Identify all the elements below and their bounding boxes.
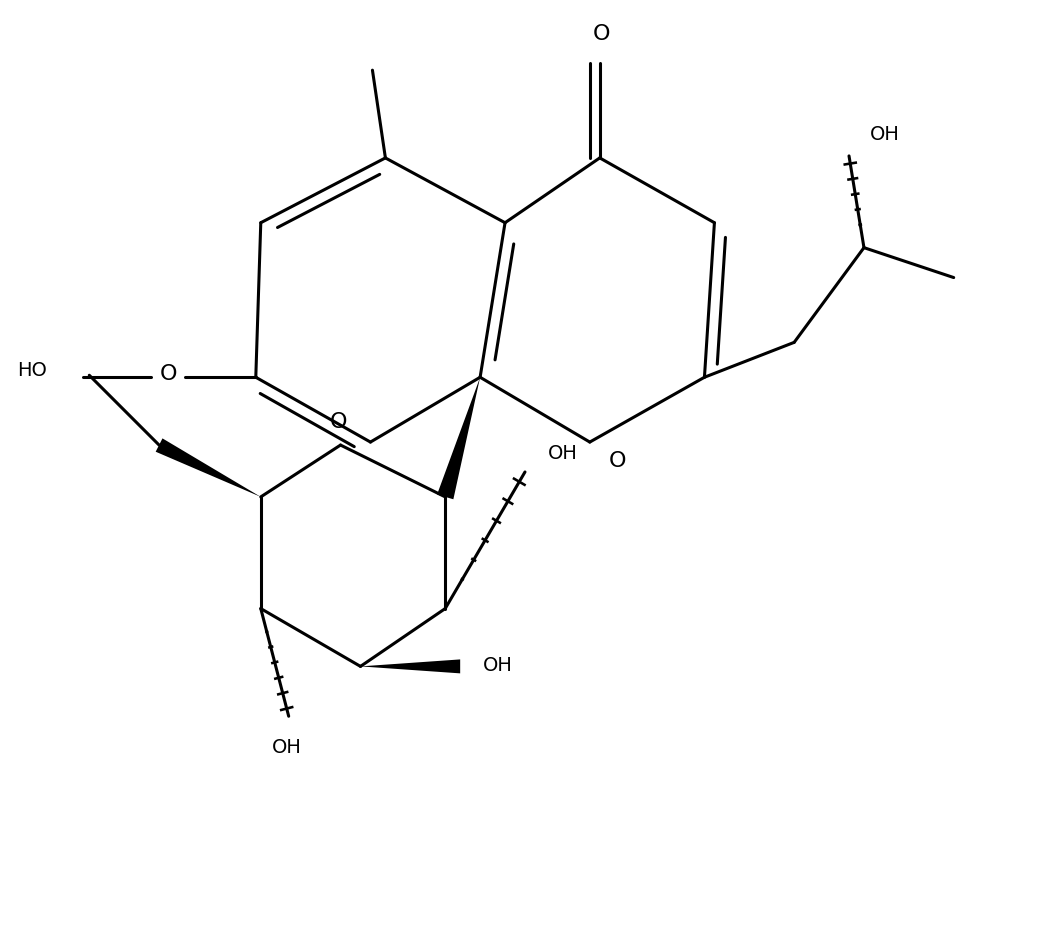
Text: O: O [593, 24, 610, 44]
Text: OH: OH [548, 443, 578, 462]
Text: O: O [159, 364, 176, 384]
Text: HO: HO [18, 361, 48, 379]
Text: OH: OH [870, 125, 900, 145]
Text: OH: OH [483, 655, 513, 674]
Polygon shape [360, 660, 460, 674]
Polygon shape [156, 438, 261, 498]
Text: OH: OH [272, 737, 302, 756]
Text: O: O [609, 451, 627, 471]
Text: O: O [330, 412, 348, 432]
Polygon shape [437, 378, 481, 500]
